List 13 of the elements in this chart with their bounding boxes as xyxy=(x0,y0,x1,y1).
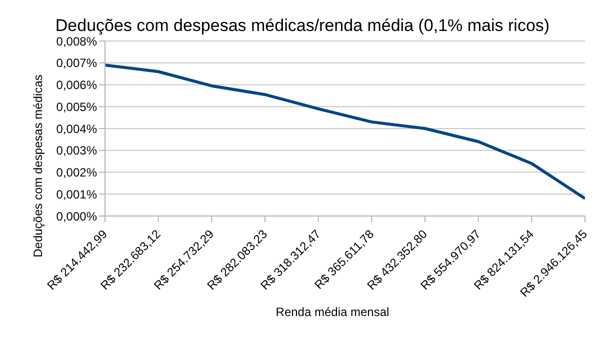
y-tick-label: 0,001% xyxy=(56,187,98,202)
line-series xyxy=(105,64,585,200)
y-tick-label: 0,000% xyxy=(56,209,98,224)
y-tick-label: 0,002% xyxy=(56,166,98,180)
y-tick-label: 0,006% xyxy=(56,78,98,92)
y-axis-title: Deduções com despesas médicas xyxy=(31,74,45,260)
y-tick-label: 0,008% xyxy=(56,34,98,48)
y-tick-label: 0,003% xyxy=(56,144,98,158)
x-axis-title: Renda média mensal xyxy=(274,305,390,319)
y-tick-label: 0,005% xyxy=(56,100,98,114)
y-tick-label: 0,007% xyxy=(56,56,98,70)
y-tick-label: 0,004% xyxy=(56,122,98,136)
chart-title: Deduções com despesas médicas/renda média (0,1% mais ricos) xyxy=(54,16,551,36)
